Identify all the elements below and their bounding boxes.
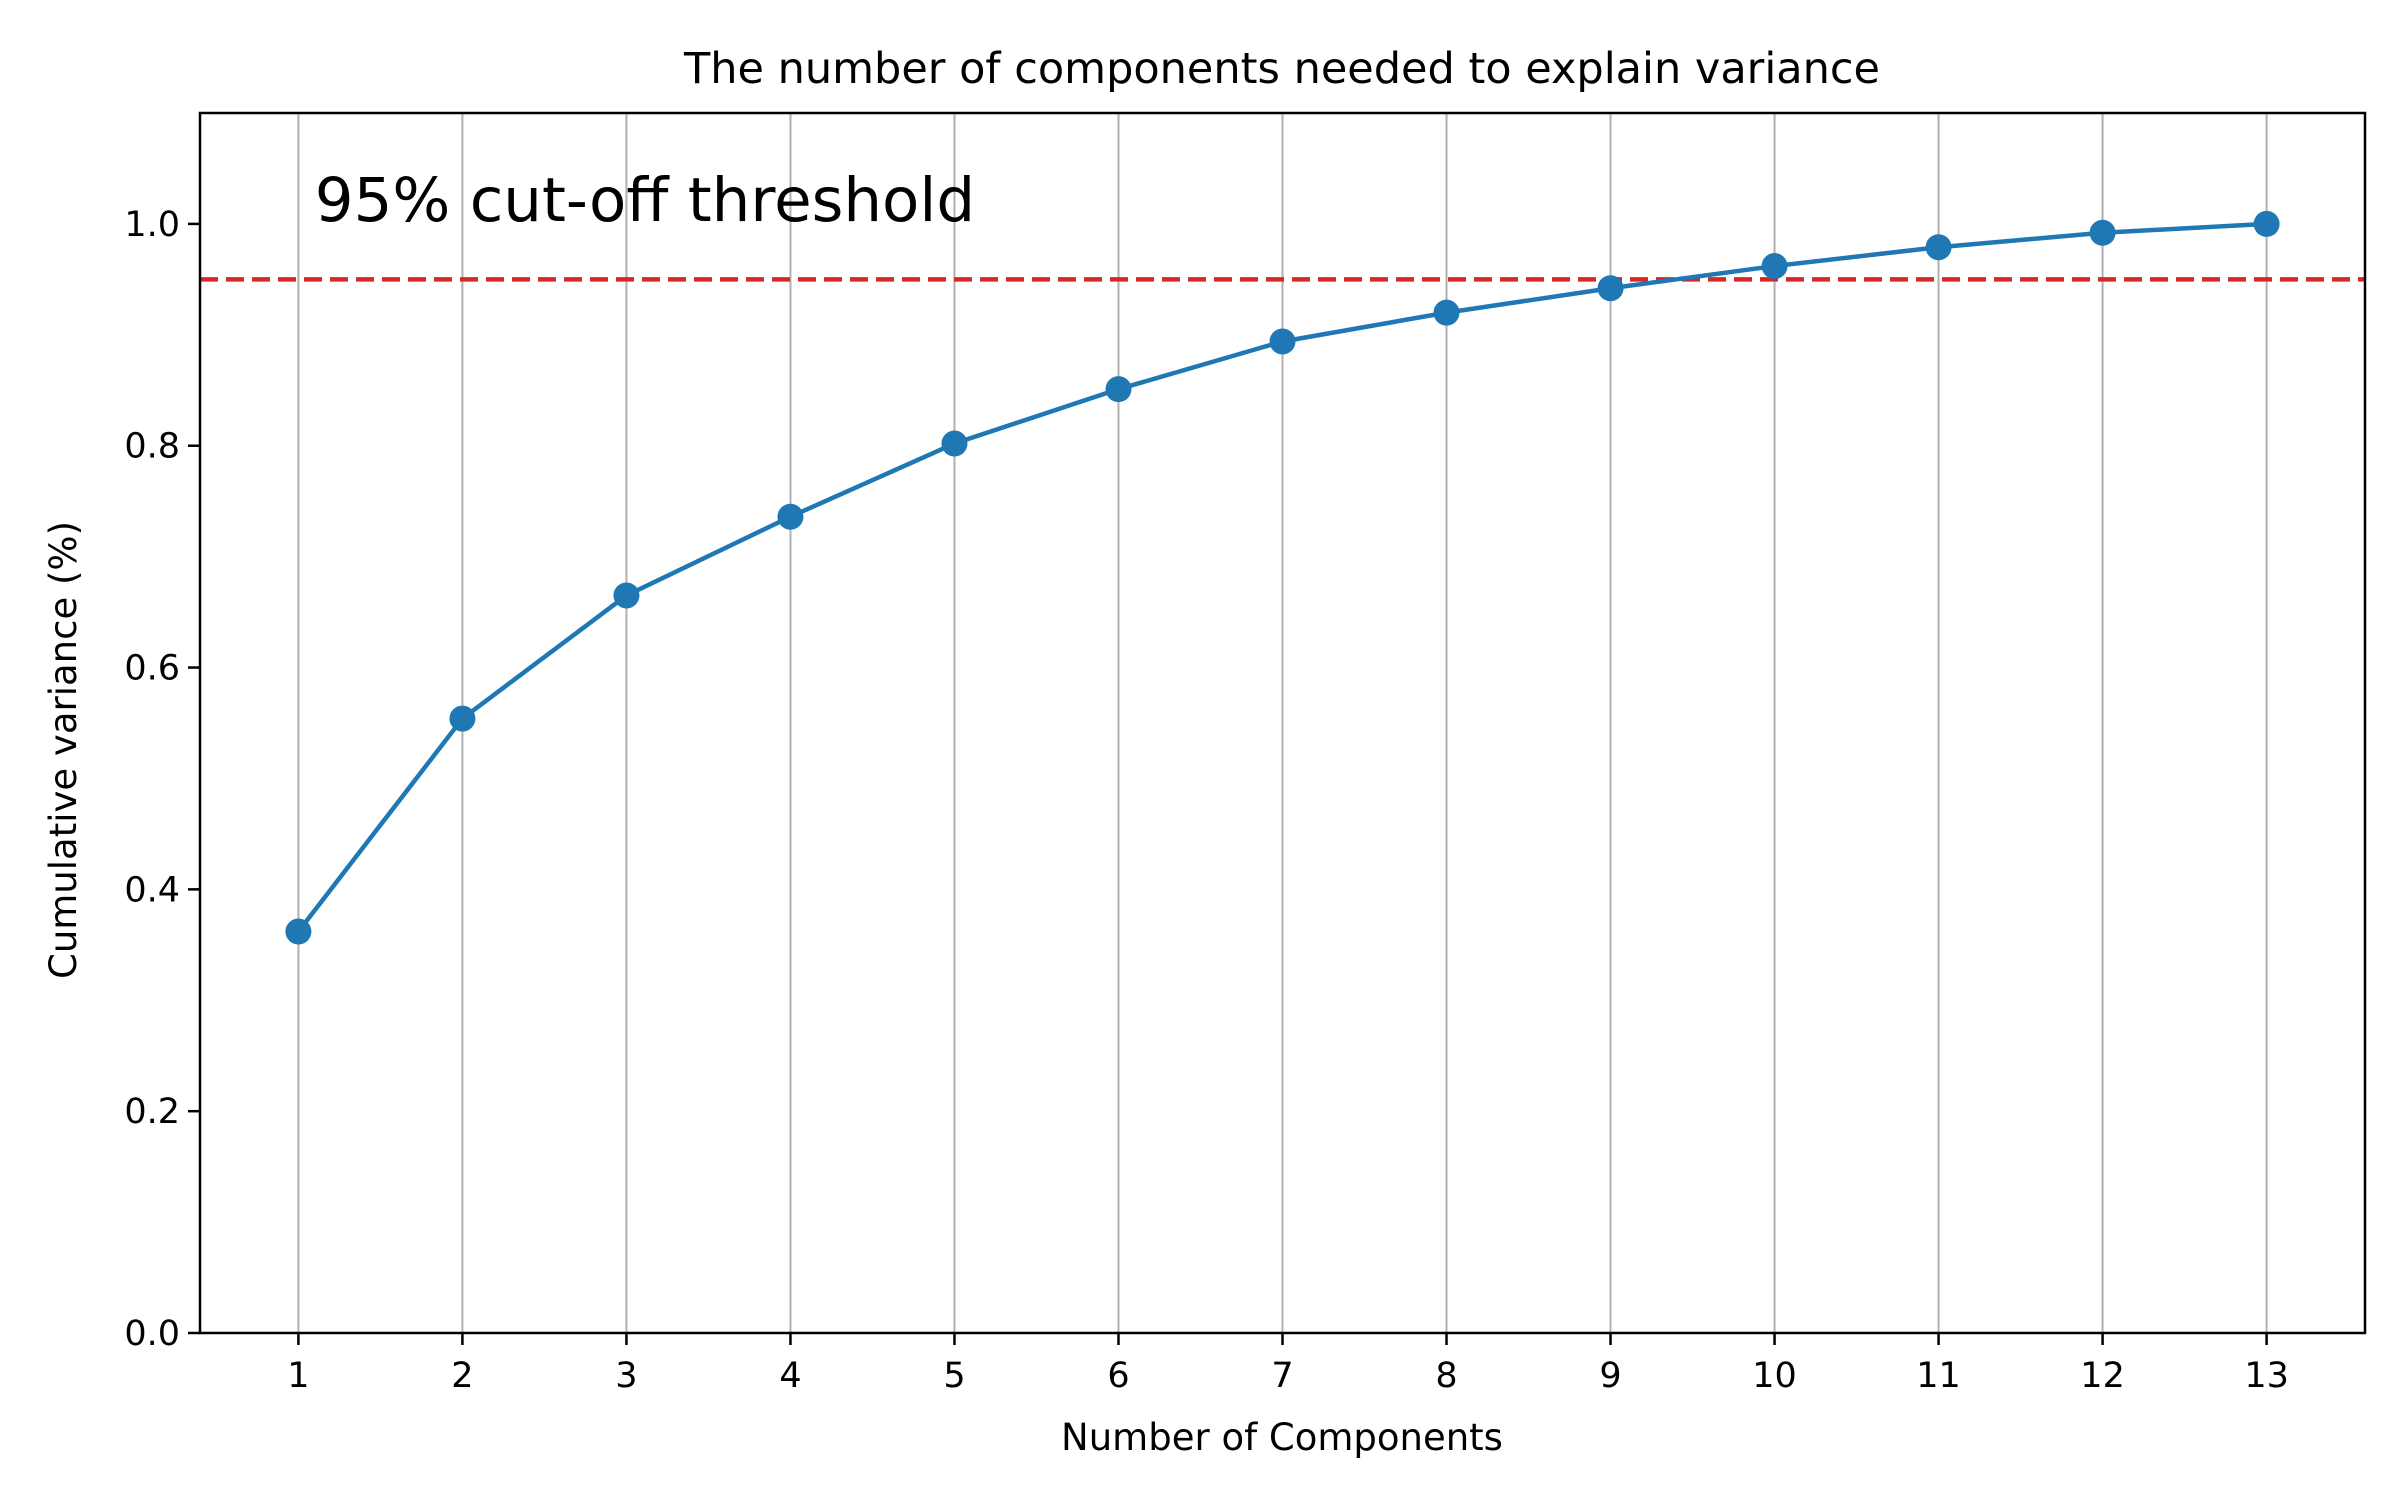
y-tick-label-0.6: 0.6 — [124, 649, 180, 689]
data-point-11 — [1925, 234, 1952, 261]
y-axis-ticks: 0.0 0.2 0.4 0.6 0.8 1.0 — [124, 205, 200, 1354]
x-axis-label: Number of Components — [1061, 1416, 1503, 1459]
data-point-3 — [613, 582, 640, 609]
x-tick-label-12: 12 — [2080, 1356, 2125, 1396]
y-tick-label-0.0: 0.0 — [124, 1314, 180, 1354]
x-tick-label-7: 7 — [1271, 1356, 1293, 1396]
x-tick-label-4: 4 — [779, 1356, 801, 1396]
x-tick-label-6: 6 — [1107, 1356, 1129, 1396]
series-layer — [285, 210, 2280, 945]
data-point-6 — [1105, 376, 1132, 403]
x-tick-label-13: 13 — [2244, 1356, 2289, 1396]
data-point-8 — [1433, 299, 1460, 326]
x-tick-label-1: 1 — [287, 1356, 309, 1396]
y-tick-label-1.0: 1.0 — [124, 205, 180, 245]
y-tick-label-0.2: 0.2 — [124, 1092, 180, 1132]
x-tick-label-5: 5 — [943, 1356, 965, 1396]
data-point-7 — [1269, 328, 1296, 355]
data-point-4 — [777, 503, 804, 530]
data-point-13 — [2253, 210, 2280, 237]
data-point-5 — [941, 430, 968, 457]
threshold-annotation: 95% cut-off threshold — [315, 165, 975, 236]
grid-lines — [297, 113, 2268, 1333]
data-point-2 — [449, 705, 476, 732]
x-tick-label-3: 3 — [615, 1356, 637, 1396]
x-tick-label-9: 9 — [1599, 1356, 1621, 1396]
x-tick-label-2: 2 — [451, 1356, 473, 1396]
x-tick-label-8: 8 — [1435, 1356, 1457, 1396]
y-tick-label-0.8: 0.8 — [124, 427, 180, 467]
x-axis-ticks: 1 2 3 4 5 6 7 8 9 10 11 12 13 — [287, 1333, 2289, 1396]
data-point-12 — [2089, 219, 2116, 246]
chart-title: The number of components needed to expla… — [683, 44, 1880, 94]
y-tick-label-0.4: 0.4 — [124, 870, 180, 910]
data-point-1 — [285, 918, 312, 945]
y-axis-label: Cumulative variance (%) — [42, 521, 85, 979]
x-tick-label-10: 10 — [1752, 1356, 1797, 1396]
data-point-9 — [1597, 275, 1624, 302]
x-tick-label-11: 11 — [1916, 1356, 1961, 1396]
data-point-10 — [1761, 253, 1788, 280]
